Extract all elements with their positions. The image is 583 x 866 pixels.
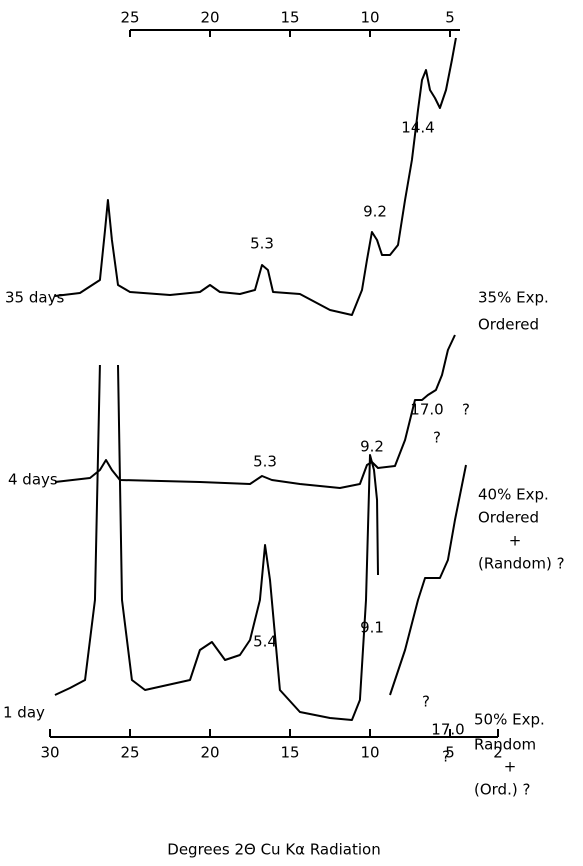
- description: +: [504, 758, 517, 776]
- x-tick-label: 2: [493, 744, 503, 762]
- peak-label: 5.3: [250, 235, 274, 253]
- peak-label: 9.1: [360, 619, 384, 637]
- series-label: 4 days: [8, 471, 58, 489]
- x-tick-label: 30: [40, 744, 59, 762]
- description: 50% Exp.: [474, 711, 545, 729]
- peak-label: 5.3: [253, 453, 277, 471]
- x-axis-label: Degrees 2Θ Cu Kα Radiation: [167, 841, 380, 859]
- peak-label: 17.0: [410, 401, 443, 419]
- x-tick-label: 20: [200, 744, 219, 762]
- trace: [117, 364, 379, 721]
- peak-label: ?: [422, 693, 430, 711]
- series-label: 1 day: [3, 704, 45, 722]
- trace: [54, 37, 457, 316]
- trace: [54, 334, 456, 489]
- description: 40% Exp.: [478, 486, 549, 504]
- x2-tick-label: 5: [445, 9, 455, 27]
- trace: [389, 464, 467, 696]
- x-tick-label: 5: [445, 744, 455, 762]
- x-tick-label: 10: [360, 744, 379, 762]
- x2-tick-label: 20: [200, 9, 219, 27]
- series-label: 35 days: [5, 289, 64, 307]
- x2-tick-label: 25: [120, 9, 139, 27]
- trace: [54, 364, 101, 696]
- description: Random: [474, 736, 536, 754]
- description: +: [509, 532, 522, 550]
- x-tick-label: 25: [120, 744, 139, 762]
- peak-label: 17.0: [431, 721, 464, 739]
- description: (Ord.) ?: [474, 781, 530, 799]
- peak-label: ?: [462, 401, 470, 419]
- peak-label: 14.4: [401, 119, 434, 137]
- description: 35% Exp.: [478, 289, 549, 307]
- peak-label: 9.2: [360, 438, 384, 456]
- description: Ordered: [478, 509, 539, 527]
- peak-label: 9.2: [363, 203, 387, 221]
- peak-label: 5.4: [253, 633, 277, 651]
- peak-label: ?: [433, 429, 441, 447]
- description: (Random) ?: [478, 555, 565, 573]
- x2-tick-label: 10: [360, 9, 379, 27]
- peak-label: ?: [442, 748, 450, 766]
- description: Ordered: [478, 316, 539, 334]
- x-tick-label: 15: [280, 744, 299, 762]
- x2-tick-label: 15: [280, 9, 299, 27]
